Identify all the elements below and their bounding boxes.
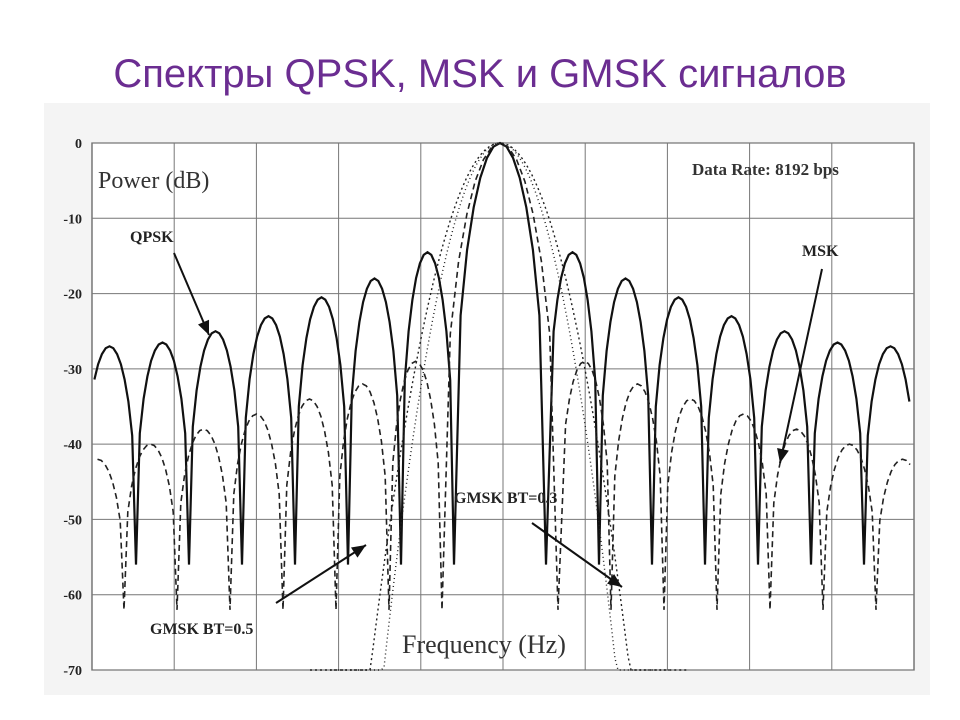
chart-curves bbox=[93, 141, 911, 671]
y-tick-label: -20 bbox=[63, 288, 82, 303]
y-tick-label: -10 bbox=[63, 212, 82, 227]
y-tick-label: -40 bbox=[63, 438, 82, 453]
chart-grid bbox=[91, 142, 915, 671]
msk-label: MSK bbox=[802, 243, 839, 260]
x-axis-label: Frequency (Hz) bbox=[402, 630, 566, 659]
y-tick-label: -50 bbox=[63, 513, 82, 528]
qpsk-arrow bbox=[173, 252, 210, 336]
qpsk-label: QPSK bbox=[130, 229, 174, 246]
y-tick-label: -70 bbox=[63, 664, 82, 679]
gmsk-03-curve bbox=[330, 142, 669, 671]
y-tick-label: -60 bbox=[63, 589, 82, 604]
y-tick-label: -30 bbox=[63, 363, 82, 378]
gmsk-05-curve bbox=[310, 142, 688, 671]
msk-arrow-head bbox=[777, 448, 789, 463]
spectrum-chart: 0 -10 -20 -30 -40 -50 -60 -70 Power (dB) Freque… bbox=[44, 103, 930, 695]
qpsk-arrow-head bbox=[197, 319, 210, 335]
y-axis-label: Power (dB) bbox=[98, 168, 209, 194]
msk-arrow bbox=[779, 268, 823, 464]
gmsk-05-arrow bbox=[275, 544, 367, 604]
data-rate-label: Data Rate: 8192 bps bbox=[692, 160, 839, 179]
y-tick-label: 0 bbox=[75, 137, 82, 152]
slide-title: Спектры QPSK, MSK и GMSK сигналов bbox=[113, 52, 847, 96]
gmsk-03-arrow bbox=[531, 522, 623, 588]
annotation-arrows bbox=[173, 252, 823, 604]
gmsk-03-arrow-head bbox=[607, 573, 622, 587]
gmsk-03-label: GMSK BT=0.3 bbox=[454, 490, 557, 507]
msk-curve bbox=[97, 142, 911, 610]
y-tick-labels: 0 -10 -20 -30 -40 -50 -60 -70 bbox=[63, 137, 82, 679]
gmsk-05-label: GMSK BT=0.5 bbox=[150, 621, 253, 638]
chart-svg: 0 -10 -20 -30 -40 -50 -60 -70 Power (dB) Freque… bbox=[44, 103, 930, 695]
gmsk-05-arrow-head bbox=[350, 545, 366, 558]
